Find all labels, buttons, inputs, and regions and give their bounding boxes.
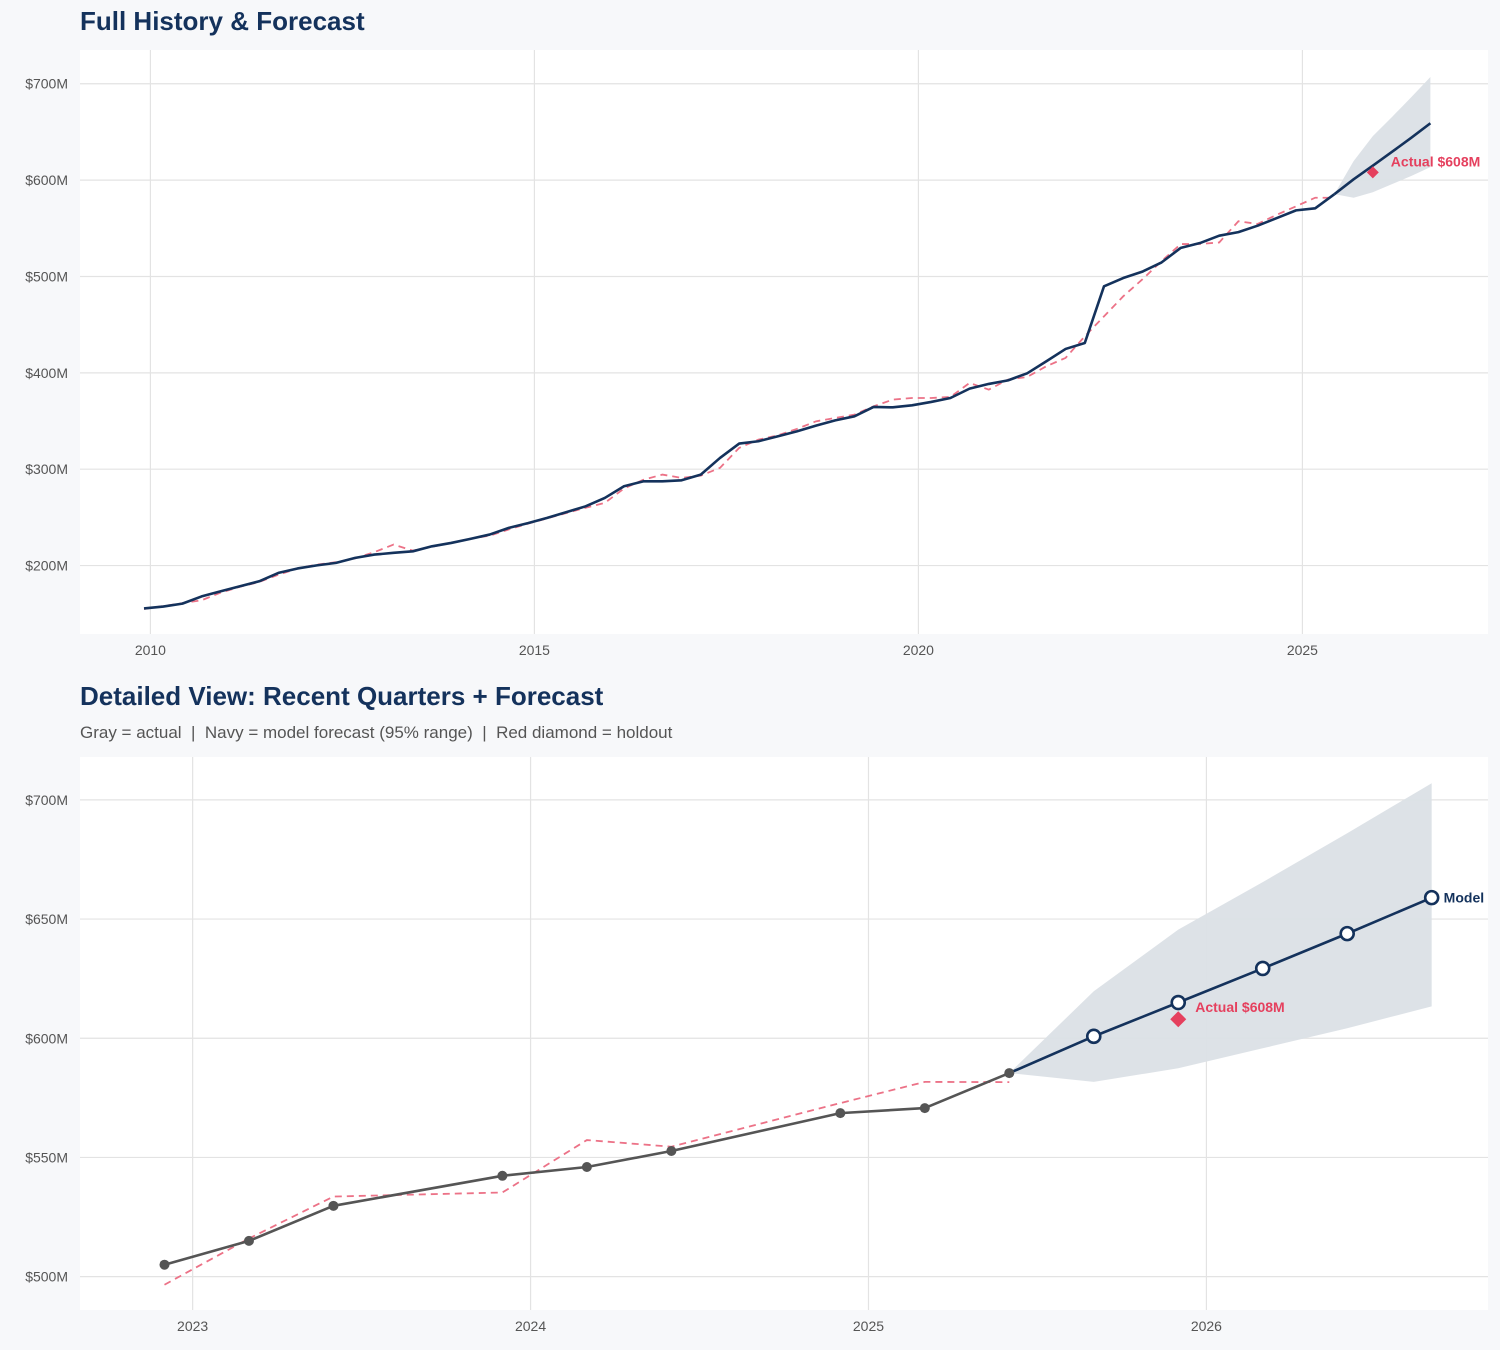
plot-area [80, 50, 1488, 634]
y-tick-label: $200M [25, 558, 68, 574]
actual-point [328, 1200, 339, 1211]
bottom-chart-title: Detailed View: Recent Quarters + Forecas… [80, 681, 604, 711]
forecast-point [1339, 925, 1355, 942]
actual-point [581, 1161, 592, 1172]
x-tick-label: 2023 [177, 1318, 208, 1334]
full-history-chart: Actual $608M 2010 2015 2020 2025 $200M $300M $4… [25, 50, 1488, 658]
actual-point [243, 1235, 254, 1246]
forecast-95-band [1009, 783, 1432, 1082]
forecast-95-band [1334, 76, 1431, 198]
actual-point [666, 1146, 677, 1157]
forecast-point [1423, 889, 1440, 906]
y-tick-label: $700M [25, 792, 68, 808]
plot-content: Actual $608M Model [80, 757, 1488, 1310]
fitted-line [164, 1080, 1010, 1286]
y-tick-label: $700M [25, 76, 68, 92]
x-tick-label: 2010 [135, 642, 166, 658]
y-tick-label: $600M [25, 172, 68, 188]
actual-point [835, 1108, 846, 1119]
actual-line [143, 193, 1336, 610]
x-tick-label: 2020 [903, 642, 934, 658]
forecast-line [1333, 122, 1432, 196]
y-tick-label: $500M [25, 268, 68, 284]
plot-content: Actual $608M [80, 50, 1488, 634]
x-tick-label: 2025 [1287, 642, 1318, 658]
y-tick-label: $500M [25, 1269, 68, 1285]
y-tick-label: $300M [25, 461, 68, 477]
model-end-label: Model [1444, 890, 1484, 906]
top-chart-title: Full History & Forecast [80, 6, 365, 36]
x-tick-label: 2025 [853, 1318, 884, 1334]
forecast-point [1170, 994, 1187, 1011]
forecast-line [1008, 896, 1433, 1075]
forecast-point [1254, 960, 1271, 977]
holdout-label: Actual $608M [1195, 999, 1284, 1015]
actual-point [497, 1170, 508, 1181]
actual-point [159, 1259, 170, 1270]
x-tick-label: 2024 [515, 1318, 546, 1334]
holdout-label: Actual $608M [1391, 153, 1480, 169]
y-tick-label: $400M [25, 365, 68, 381]
bottom-chart-subtitle: Gray = actual | Navy = model forecast (9… [80, 723, 673, 742]
actual-point [919, 1103, 930, 1114]
holdout-diamond [1366, 166, 1379, 179]
actual-point [1004, 1068, 1015, 1079]
y-tick-label: $650M [25, 911, 68, 927]
x-tick-label: 2015 [519, 642, 550, 658]
x-tick-label: 2026 [1191, 1318, 1222, 1334]
y-tick-label: $550M [25, 1149, 68, 1165]
y-tick-label: $600M [25, 1030, 68, 1046]
holdout-diamond [1170, 1011, 1187, 1028]
forecast-point [1085, 1028, 1102, 1045]
